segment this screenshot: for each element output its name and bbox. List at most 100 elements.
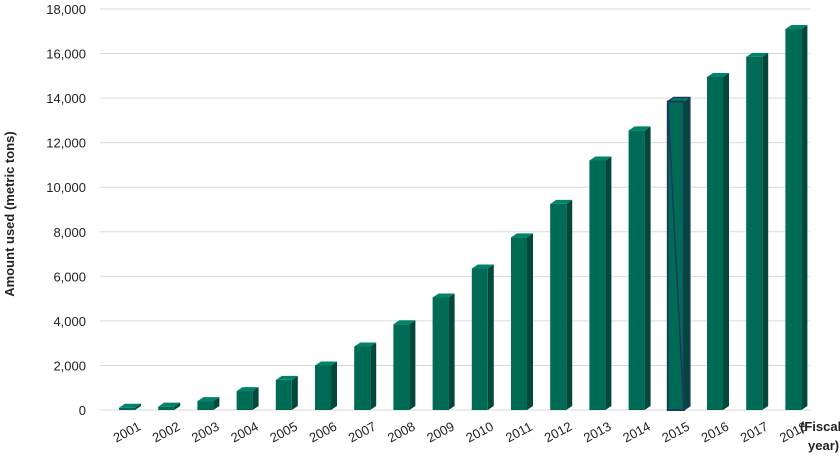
bar-side [762, 52, 769, 411]
x-tick-label: 2012 [542, 419, 575, 446]
bar-side [566, 199, 573, 410]
bar-front [511, 237, 527, 410]
bar-top [511, 233, 533, 238]
bar-front [628, 130, 645, 411]
bar-top [275, 375, 298, 380]
bars [119, 25, 808, 412]
x-tick-label: 2002 [150, 419, 183, 446]
y-tick-label: 2,000 [53, 358, 86, 373]
bar-side [723, 72, 729, 411]
bar-2002 [158, 402, 181, 410]
gridlines [100, 8, 810, 411]
bar-2009 [432, 293, 455, 410]
x-tick-label: 2011 [503, 419, 535, 445]
bar-front [158, 406, 175, 410]
bar-side [135, 403, 141, 410]
bar-side [174, 402, 181, 410]
bar-top [589, 156, 612, 161]
bar-2008 [393, 320, 416, 410]
bar-2001 [119, 403, 141, 410]
x-axis-unit-label: (Fiscal year) [800, 419, 840, 453]
bar-side [801, 25, 808, 411]
bar-side [683, 97, 690, 411]
bar-front [315, 365, 331, 410]
bar-top [746, 52, 769, 57]
bar-top [393, 320, 416, 325]
y-tick-label: 10,000 [46, 180, 86, 195]
y-tick-label: 16,000 [46, 47, 86, 62]
bar-2018 [785, 25, 808, 411]
x-unit-line: (Fiscal [800, 419, 840, 434]
bar-side [448, 293, 455, 410]
bar-front [589, 160, 606, 410]
bar-front [393, 324, 410, 410]
bar-top [471, 264, 494, 269]
bar-side [370, 342, 377, 410]
y-tick-label: 8,000 [53, 225, 86, 240]
bar-top [628, 126, 651, 131]
y-tick-label: 0 [79, 403, 86, 418]
bar-front [550, 203, 567, 410]
bar-side [605, 156, 612, 410]
y-axis-ticks: 0 2,000 4,000 6,000 8,000 10,000 12,000 14,000 1… [46, 2, 86, 418]
bar-2013 [589, 156, 612, 410]
y-tick-label: 4,000 [53, 314, 86, 329]
y-tick-label: 14,000 [46, 91, 86, 106]
bar-front [471, 268, 488, 410]
bar-front [275, 379, 292, 410]
bar-top [550, 199, 573, 204]
y-tick-label: 12,000 [46, 136, 86, 151]
bar-side [644, 126, 651, 411]
bar-front [785, 29, 802, 411]
x-tick-label: 2006 [307, 419, 340, 446]
y-tick-label: 18,000 [46, 2, 86, 17]
bar-2011 [511, 233, 533, 410]
x-tick-label: 2015 [659, 419, 692, 446]
bar-top [119, 403, 141, 408]
bar-side [252, 387, 259, 410]
y-tick-label: 6,000 [53, 269, 86, 284]
x-unit-line: year) [808, 438, 839, 453]
bar-2015 [666, 96, 691, 412]
bar-front [119, 407, 135, 410]
x-tick-label: 2003 [189, 419, 222, 446]
bar-top [354, 342, 377, 347]
bar-highlight-outline [667, 96, 691, 412]
bar-2005 [275, 375, 298, 410]
bar-2014 [628, 126, 651, 411]
bar-side [331, 361, 337, 410]
bar-front [432, 297, 449, 410]
x-axis-ticks: 2001 2002 2003 2004 2005 2006 2007 2008 2009 2010… [111, 419, 810, 446]
x-tick-label: 2017 [738, 419, 771, 446]
y-axis-label: Amount used (metric tons) [2, 131, 17, 296]
bar-top [707, 72, 729, 77]
bar-front [746, 56, 763, 411]
x-tick-label: 2013 [581, 419, 614, 446]
x-tick-label: 2001 [111, 419, 144, 446]
x-tick-label: 2009 [424, 419, 457, 446]
bar-2004 [236, 387, 259, 410]
bar-side [527, 233, 533, 410]
bar-side [213, 397, 220, 410]
bar-front [236, 391, 253, 410]
bar-2010 [471, 264, 494, 410]
bar-top [158, 402, 181, 407]
x-tick-label: 2007 [346, 419, 379, 446]
bar-2007 [354, 342, 377, 410]
x-tick-label: 2014 [620, 419, 653, 446]
bar-top [197, 397, 220, 402]
x-tick-label: 2004 [228, 419, 261, 446]
bar-top [785, 25, 808, 30]
x-tick-label: 2008 [385, 419, 418, 446]
bar-front [197, 401, 214, 410]
x-tick-label: 2010 [463, 419, 496, 446]
bar-2012 [550, 199, 573, 410]
x-tick-label: 2016 [699, 419, 732, 446]
bar-side [409, 320, 416, 410]
bar-2016 [707, 72, 729, 411]
x-tick-label: 2005 [267, 419, 300, 446]
bar-top [315, 361, 337, 366]
bar-front [707, 76, 723, 411]
bar-top [236, 387, 259, 392]
